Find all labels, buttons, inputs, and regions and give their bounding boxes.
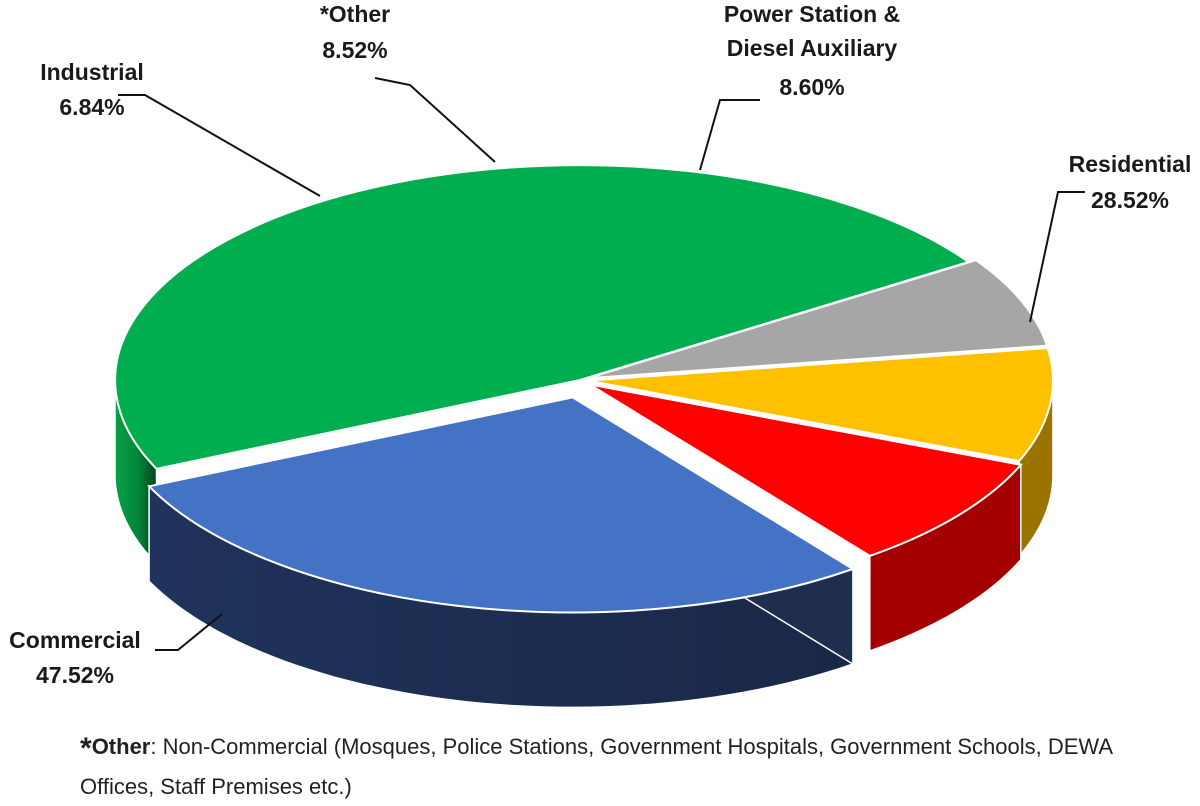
slice-tops xyxy=(114,164,1054,614)
slice-residential xyxy=(147,396,856,614)
value-other: 8.52% xyxy=(322,37,387,63)
leader-commercial xyxy=(155,613,223,651)
value-industrial: 6.84% xyxy=(59,94,124,120)
label-power-station-diesel-auxiliary: Power Station & xyxy=(724,1,900,27)
pie-chart: Commercial 47.52% Industrial 6.84% *Other 8.5… xyxy=(9,1,1191,709)
slice-power-station-diesel-auxiliary xyxy=(588,383,1023,558)
value-commercial: 47.52% xyxy=(36,662,114,688)
label-power-station-diesel-auxiliary-1: Diesel Auxiliary xyxy=(727,35,898,61)
label-other: *Other xyxy=(320,1,390,27)
label-commercial: Commercial xyxy=(9,627,141,653)
value-power-station-diesel-auxiliary: 8.60% xyxy=(779,74,844,100)
slice-other xyxy=(587,346,1054,463)
leader-power-station-diesel-auxiliary xyxy=(699,99,760,171)
leader-residential xyxy=(1029,191,1085,323)
footnote-text: : Non-Commercial (Mosques, Police Statio… xyxy=(80,734,1112,799)
leader-other xyxy=(374,77,496,163)
slice-commercial xyxy=(114,164,971,470)
leader-industrial xyxy=(118,94,321,197)
label-residential: Residential xyxy=(1069,151,1192,177)
slice-industrial xyxy=(587,259,1049,380)
footnote-star: * xyxy=(80,732,92,765)
value-residential: 28.52% xyxy=(1091,187,1169,213)
slice-labels: Commercial 47.52% Industrial 6.84% *Other 8.5… xyxy=(9,1,1191,688)
footnote: *Other: Non-Commercial (Mosques, Police … xyxy=(80,728,1190,806)
label-industrial: Industrial xyxy=(40,59,144,85)
leader-lines xyxy=(118,77,1085,651)
footnote-key: Other xyxy=(91,734,151,759)
